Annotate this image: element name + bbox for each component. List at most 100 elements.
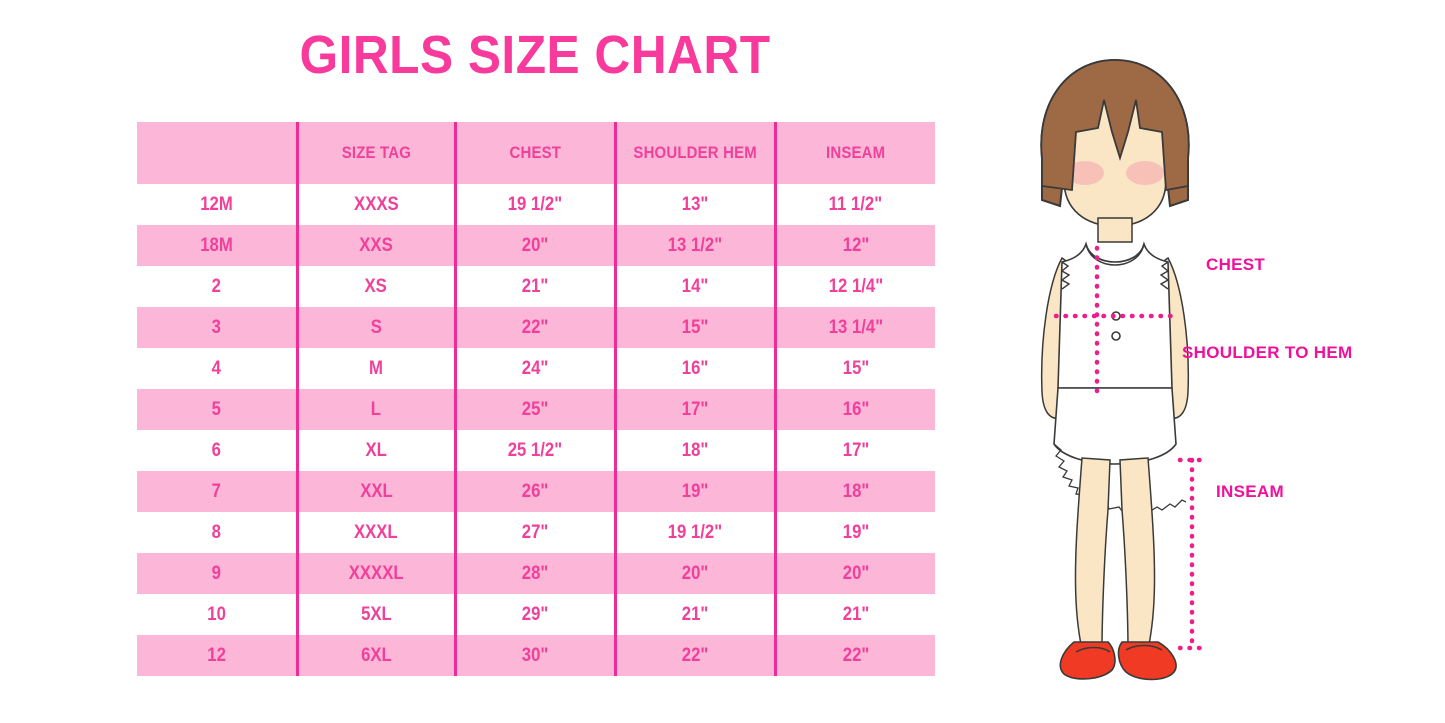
table-row: 9 XXXXL 28" 20" 20" — [137, 553, 935, 594]
cell-chest: 28" — [453, 553, 615, 594]
cell-shoulder-hem-text: 13" — [681, 193, 709, 215]
shoe-right — [1117, 641, 1177, 681]
cell-size-tag-text: XXXL — [354, 521, 398, 543]
callout-label-shoulder-to-hem: SHOULDER TO HEM — [1182, 343, 1353, 362]
page-title: GIRLS SIZE CHART — [299, 25, 771, 85]
column-header-size-tag: SIZE TAG — [295, 122, 455, 184]
ruffle-right-icon — [1159, 261, 1170, 290]
cell-size-text: 5 — [211, 398, 221, 420]
cell-inseam: 13 1/4" — [773, 307, 935, 348]
cell-chest: 19 1/2" — [453, 184, 615, 225]
cell-size-text: 4 — [211, 357, 221, 379]
table-body: 12M XXXS 19 1/2" 13" 11 1/2" 18M XXS 20" 13 1/2"… — [137, 184, 935, 676]
cell-chest-text: 30" — [521, 644, 549, 666]
cell-inseam-text: 20" — [842, 562, 870, 584]
cell-inseam: 16" — [773, 389, 935, 430]
cell-chest-text: 24" — [521, 357, 549, 379]
cell-size-tag: XXS — [295, 225, 455, 266]
cell-inseam: 22" — [773, 635, 935, 676]
blush-right-icon — [1126, 161, 1164, 185]
cell-size-tag-text: XXS — [359, 234, 393, 256]
cell-size-text: 3 — [211, 316, 221, 338]
cell-size-tag: M — [295, 348, 455, 389]
cell-shoulder-hem-text: 22" — [681, 644, 709, 666]
cell-shoulder-hem-text: 14" — [681, 275, 709, 297]
cell-size-tag-text: 6XL — [360, 644, 392, 666]
cell-inseam-text: 19" — [842, 521, 870, 543]
cell-chest-text: 26" — [521, 480, 549, 502]
table-row: 7 XXL 26" 19" 18" — [137, 471, 935, 512]
cell-inseam-text: 16" — [842, 398, 870, 420]
cell-size: 7 — [137, 471, 297, 512]
cell-shoulder-hem: 17" — [613, 389, 775, 430]
cell-size-tag-text: XS — [364, 275, 388, 297]
leg-left — [1074, 457, 1111, 651]
ruffle-left-icon — [1060, 261, 1071, 290]
cell-chest-text: 25 1/2" — [507, 439, 563, 461]
cell-size-tag: XXXS — [295, 184, 455, 225]
cell-size-text: 2 — [211, 275, 221, 297]
cell-inseam: 11 1/2" — [773, 184, 935, 225]
cell-inseam: 18" — [773, 471, 935, 512]
cell-size: 12 — [137, 635, 297, 676]
cell-size-tag: XXXXL — [295, 553, 455, 594]
cell-shoulder-hem-text: 13 1/2" — [667, 234, 723, 256]
table-header-row: SIZE TAG CHEST SHOULDER HEM INSEAM — [137, 122, 935, 184]
cell-size-tag-text: M — [369, 357, 383, 379]
girl-illustration — [1040, 58, 1205, 681]
cell-shoulder-hem: 13" — [613, 184, 775, 225]
column-header-shoulder-hem: SHOULDER HEM — [613, 122, 775, 184]
cell-size-tag-text: L — [370, 398, 382, 420]
cell-shoulder-hem-text: 16" — [681, 357, 709, 379]
cell-size: 3 — [137, 307, 297, 348]
table-row: 5 L 25" 17" 16" — [137, 389, 935, 430]
cell-chest: 22" — [453, 307, 615, 348]
cell-chest: 29" — [453, 594, 615, 635]
neckline — [1085, 243, 1145, 266]
cell-shoulder-hem: 21" — [613, 594, 775, 635]
cell-size-text: 6 — [211, 439, 221, 461]
cell-size-tag: XXXL — [295, 512, 455, 553]
cell-size-tag: XS — [295, 266, 455, 307]
cell-chest-text: 27" — [521, 521, 549, 543]
table-row: 4 M 24" 16" 15" — [137, 348, 935, 389]
cell-shoulder-hem: 15" — [613, 307, 775, 348]
cell-shoulder-hem-text: 17" — [681, 398, 709, 420]
cell-chest: 24" — [453, 348, 615, 389]
cell-inseam-text: 13 1/4" — [828, 316, 883, 338]
cell-shoulder-hem-text: 15" — [681, 316, 709, 338]
callout-label-chest: CHEST — [1206, 255, 1266, 274]
cell-shoulder-hem-text: 19 1/2" — [667, 521, 723, 543]
cell-inseam: 21" — [773, 594, 935, 635]
cell-shoulder-hem-text: 18" — [681, 439, 709, 461]
cell-shoulder-hem-text: 19" — [681, 480, 709, 502]
cell-size-text: 7 — [211, 480, 221, 502]
cell-shoulder-hem: 22" — [613, 635, 775, 676]
blush-left-icon — [1066, 161, 1104, 185]
cell-chest: 25" — [453, 389, 615, 430]
cell-size-tag: XXL — [295, 471, 455, 512]
cell-shoulder-hem-text: 20" — [681, 562, 709, 584]
cell-shoulder-hem: 19 1/2" — [613, 512, 775, 553]
cell-size-text: 12 — [206, 644, 226, 666]
cell-size-tag-text: XL — [365, 439, 387, 461]
cell-size: 5 — [137, 389, 297, 430]
cell-inseam-text: 15" — [842, 357, 870, 379]
cell-shoulder-hem: 14" — [613, 266, 775, 307]
cell-shoulder-hem: 18" — [613, 430, 775, 471]
table-row: 6 XL 25 1/2" 18" 17" — [137, 430, 935, 471]
cell-chest-text: 25" — [521, 398, 549, 420]
size-chart-table: SIZE TAG CHEST SHOULDER HEM INSEAM 12M XX… — [137, 122, 935, 676]
cell-inseam-text: 18" — [842, 480, 870, 502]
column-header-chest: CHEST — [453, 122, 615, 184]
cell-chest: 27" — [453, 512, 615, 553]
cell-size: 10 — [137, 594, 297, 635]
cell-size: 12M — [137, 184, 297, 225]
cell-size-tag: L — [295, 389, 455, 430]
cell-size-tag-text: XXXS — [353, 193, 399, 215]
cell-size-text: 8 — [211, 521, 221, 543]
neck — [1097, 217, 1133, 243]
cell-inseam: 17" — [773, 430, 935, 471]
cell-chest-text: 21" — [521, 275, 549, 297]
